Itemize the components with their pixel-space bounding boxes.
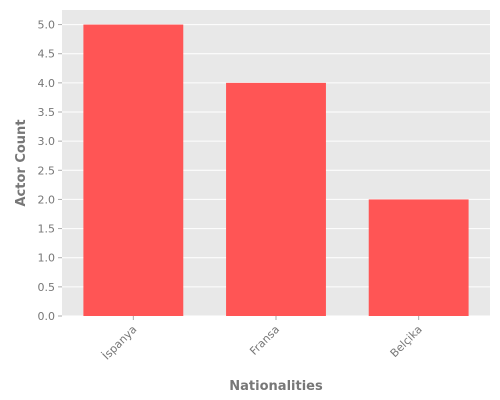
- bars: [83, 24, 469, 316]
- x-tick-label: Fransa: [247, 323, 282, 358]
- y-tick-label: 5.0: [38, 19, 56, 32]
- y-tick-label: 3.5: [38, 106, 56, 119]
- x-axis-ticks: İspanya Fransa Belçika: [100, 316, 425, 362]
- y-tick-label: 1.5: [38, 223, 56, 236]
- y-tick-label: 4.0: [38, 77, 56, 90]
- y-axis-ticks: 0.0 0.5 1.0 1.5 2.0 2.5 3.0 3.5 4.0 4.5 5.0: [38, 19, 62, 323]
- y-tick-label: 0.0: [38, 310, 56, 323]
- y-tick-label: 1.0: [38, 252, 56, 265]
- y-tick-label: 2.0: [38, 193, 56, 206]
- y-axis-title: Actor Count: [14, 119, 29, 206]
- x-axis-title: Nationalities: [229, 379, 323, 394]
- y-tick-label: 3.0: [38, 135, 56, 148]
- x-tick-label: Belçika: [388, 323, 425, 360]
- bar-2: [368, 199, 469, 316]
- y-tick-label: 4.5: [38, 48, 56, 61]
- x-tick-label: İspanya: [100, 323, 140, 363]
- y-tick-label: 0.5: [38, 281, 56, 294]
- bar-1: [226, 82, 326, 316]
- bar-0: [83, 24, 184, 316]
- y-tick-label: 2.5: [38, 164, 56, 177]
